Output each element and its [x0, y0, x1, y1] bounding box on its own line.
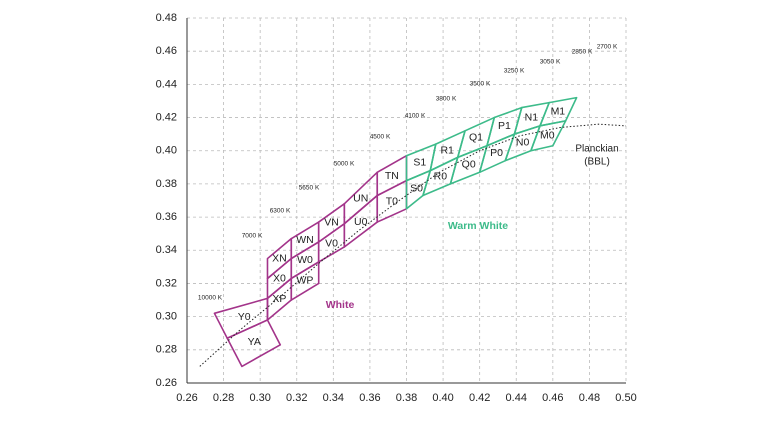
cct-label: 3250 K [504, 68, 525, 75]
bin-label: S1 [413, 157, 426, 169]
x-tick-label: 0.36 [359, 392, 380, 404]
bin-label: XN [272, 252, 287, 264]
cct-label: 4500 K [370, 134, 391, 141]
x-tick-label: 0.32 [286, 392, 307, 404]
bin-label: W0 [297, 254, 313, 266]
bin-label: M1 [551, 106, 566, 118]
x-tick-label: 0.28 [213, 392, 234, 404]
bin-label: UN [353, 193, 368, 205]
cct-label: 6300 K [270, 208, 291, 215]
locus-label: Planckian [575, 144, 618, 155]
bin-label: Q1 [469, 132, 483, 144]
bin-label: R0 [434, 171, 448, 183]
y-tick-label: 0.44 [156, 78, 177, 90]
cct-label: 10000 K [198, 295, 223, 302]
bin-label: V0 [325, 237, 338, 249]
x-tick-label: 0.26 [176, 392, 197, 404]
x-tick-label: 0.34 [323, 392, 344, 404]
bin [226, 319, 282, 368]
bin-label: P0 [490, 147, 503, 159]
y-tick-label: 0.28 [156, 344, 177, 356]
bin-label: WP [297, 275, 314, 287]
bin-label: N1 [525, 111, 539, 123]
y-tick-label: 0.38 [156, 178, 177, 190]
bin-label: Q0 [462, 159, 476, 171]
y-tick-label: 0.46 [156, 45, 177, 57]
cct-label: 5650 K [299, 185, 320, 192]
bin-label: X0 [273, 272, 286, 284]
y-tick-label: 0.42 [156, 111, 177, 123]
region-label: Warm White [448, 220, 508, 232]
planckian-locus [199, 123, 627, 367]
x-tick-label: 0.38 [396, 392, 417, 404]
x-tick-label: 0.50 [615, 392, 636, 404]
region-label: White [326, 299, 355, 311]
bin-label: WN [296, 234, 314, 246]
bin-label: XP [272, 293, 286, 305]
bin-label: R1 [440, 145, 454, 157]
x-tick-label: 0.30 [249, 392, 270, 404]
y-tick-label: 0.34 [156, 244, 177, 256]
bin-label: N0 [516, 137, 530, 149]
x-tick-label: 0.48 [579, 392, 600, 404]
cct-label: 3800 K [436, 96, 457, 103]
bin-label: Y0 [238, 311, 251, 323]
cct-label: 2700 K [597, 44, 618, 51]
cct-label: 2850 K [572, 49, 593, 56]
bin-label: U0 [354, 216, 368, 228]
x-tick-label: 0.42 [469, 392, 490, 404]
cct-label: 7000 K [242, 233, 263, 240]
y-tick-label: 0.36 [156, 211, 177, 223]
y-tick-label: 0.32 [156, 277, 177, 289]
y-tick-label: 0.48 [156, 12, 177, 24]
bin [290, 261, 320, 301]
y-tick-label: 0.30 [156, 311, 177, 323]
bin-label: T0 [386, 196, 398, 208]
y-tick-label: 0.26 [156, 377, 177, 389]
bin [530, 120, 567, 152]
cct-label: 4100 K [405, 113, 426, 120]
cct-label: 3050 K [540, 59, 561, 66]
cct-label: 5000 K [334, 161, 355, 168]
bin-label: TN [385, 170, 399, 182]
y-tick-label: 0.40 [156, 145, 177, 157]
x-tick-label: 0.44 [506, 392, 527, 404]
x-tick-label: 0.46 [542, 392, 563, 404]
bin-label: YA [248, 336, 261, 348]
locus-label: (BBL) [584, 157, 610, 168]
bin-label: M0 [540, 130, 555, 142]
cct-label: 3500 K [470, 81, 491, 88]
bin-label: VN [324, 217, 339, 229]
bin-label: P1 [498, 120, 511, 132]
x-tick-label: 0.40 [432, 392, 453, 404]
